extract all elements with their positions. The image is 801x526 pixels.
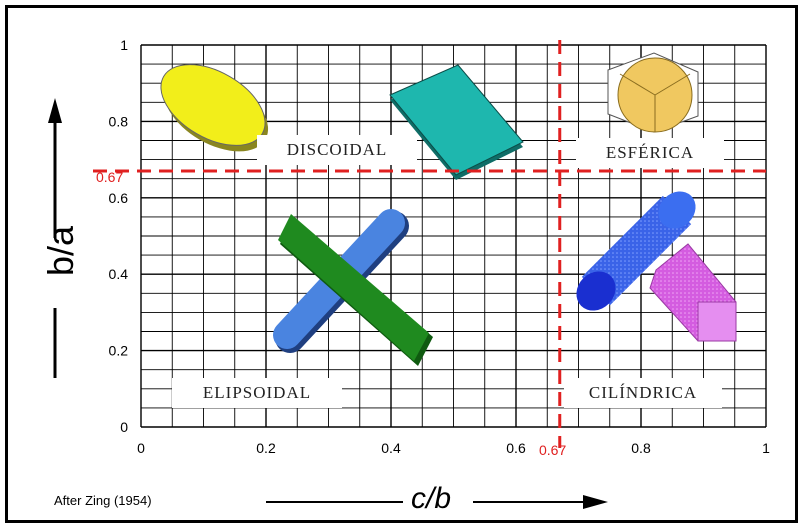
x-tick-label: 0.6: [506, 440, 526, 456]
threshold-lines: [93, 40, 766, 448]
y-tick-labels: 0 0.2 0.4 0.6 0.8 1: [109, 37, 129, 435]
region-label-elipsoidal: ELIPSOIDAL: [172, 378, 342, 408]
y-tick-label: 0.6: [109, 190, 129, 206]
threshold-y-label: 0.67: [96, 169, 123, 185]
x-tick-label: 0.2: [256, 440, 276, 456]
y-axis-title: b/a: [40, 225, 81, 277]
y-tick-label: 0.2: [109, 343, 129, 359]
threshold-x-label: 0.67: [539, 442, 566, 458]
y-axis-arrow: [48, 98, 62, 378]
y-tick-label: 0.4: [109, 266, 129, 282]
ellipsoid-shape: [160, 64, 269, 152]
x-tick-label: 0.4: [381, 440, 401, 456]
x-axis-arrow: [266, 495, 608, 509]
region-label-esferica: ESFÉRICA: [576, 138, 724, 168]
region-label-cilindrica: CILÍNDRICA: [564, 378, 722, 408]
y-tick-label: 0: [120, 419, 128, 435]
y-tick-label: 1: [120, 37, 128, 53]
sphere-shape: [607, 52, 699, 133]
x-tick-label: 0: [137, 440, 145, 456]
region-label-discoidal: DISCOIDAL: [257, 135, 417, 165]
zingg-plot: 0 0.2 0.4 0.6 0.8 1 0 0.2 0.4 0.6 0.8 1 0.67 0.67: [48, 37, 770, 509]
y-tick-label: 0.8: [109, 113, 129, 129]
x-tick-label: 1: [762, 440, 770, 456]
x-tick-labels: 0 0.2 0.4 0.6 0.8 1: [137, 440, 770, 456]
source-credit: After Zing (1954): [54, 493, 152, 508]
x-axis-title: c/b: [411, 482, 452, 515]
green-rod-shape: [278, 214, 433, 366]
prism-shape: [649, 243, 737, 342]
diagram-frame: 0 0.2 0.4 0.6 0.8 1 0 0.2 0.4 0.6 0.8 1 0.67 0.67 …: [5, 5, 798, 523]
x-tick-label: 0.8: [631, 440, 651, 456]
cylinder-shape: [576, 191, 696, 311]
slab-shape: [389, 64, 524, 180]
